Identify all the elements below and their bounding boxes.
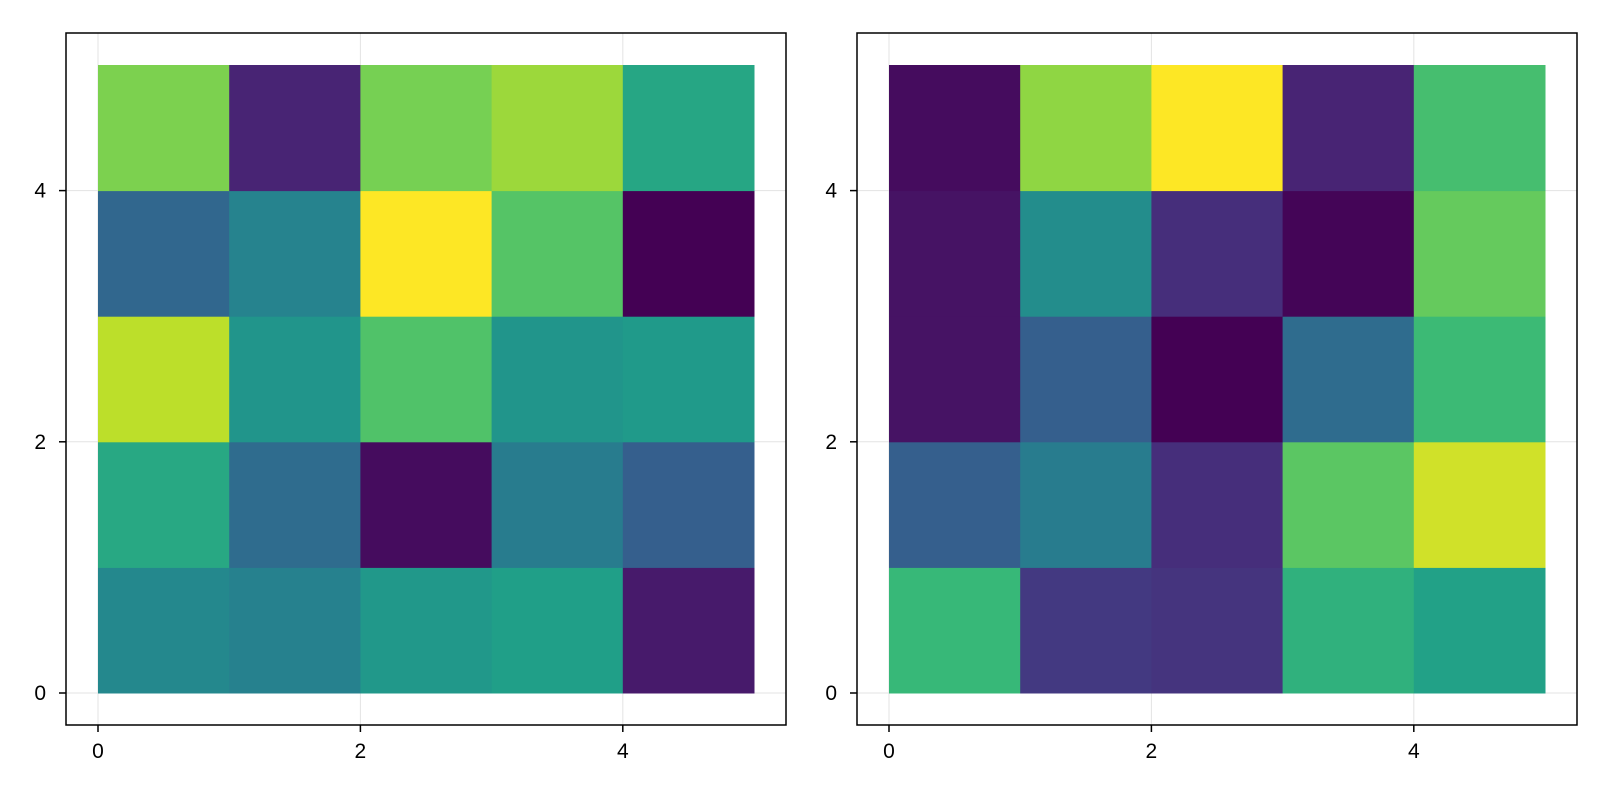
heatmap-cell [360, 316, 493, 443]
heatmap-cell [889, 567, 1021, 694]
heatmap-cell [1151, 316, 1284, 443]
heatmap-cell [1413, 441, 1546, 568]
heatmap-cell [1151, 65, 1284, 192]
heatmap-cell [98, 316, 230, 443]
heatmap-cell [1151, 190, 1284, 317]
heatmap-cell [491, 190, 624, 317]
heatmap-cell [229, 567, 361, 694]
heatmap-cell [491, 65, 624, 192]
y-tick-label: 2 [825, 431, 837, 454]
heatmap-cell [1020, 441, 1152, 568]
heatmap-cell [229, 441, 361, 568]
heatmap-cell [229, 65, 361, 192]
heatmap-cell [229, 190, 361, 317]
axes-frame [65, 32, 787, 726]
heatmap-cell [889, 441, 1021, 568]
heatmap-cell [98, 441, 230, 568]
heatmap-cell [229, 316, 361, 443]
heatmap-cell [1282, 190, 1415, 317]
heatmap-cell [98, 65, 230, 192]
heatmap-cell [1413, 567, 1546, 694]
heatmap-cell [360, 190, 493, 317]
y-tick-label: 2 [34, 431, 46, 454]
x-tick-label: 4 [617, 740, 629, 763]
heatmap-cell [889, 190, 1021, 317]
heatmap-cell [622, 567, 755, 694]
heatmap-cell [622, 190, 755, 317]
heatmap-cell [1151, 441, 1284, 568]
y-tick-label: 0 [34, 682, 46, 705]
heatmap-cell [622, 65, 755, 192]
x-tick-label: 2 [1146, 740, 1158, 763]
x-tick-label: 0 [92, 740, 104, 763]
heatmap-cell [1282, 441, 1415, 568]
heatmap-cell [1020, 316, 1152, 443]
heatmap-cell [622, 441, 755, 568]
heatmap-cell [491, 316, 624, 443]
y-tick-label: 4 [34, 180, 46, 203]
heatmap-cell [491, 441, 624, 568]
heatmap-cell [98, 567, 230, 694]
heatmap-cell [1413, 65, 1546, 192]
x-tick-label: 0 [883, 740, 895, 763]
heatmap-cell [1282, 567, 1415, 694]
x-tick-label: 4 [1408, 740, 1420, 763]
y-tick-label: 4 [825, 180, 837, 203]
heatmap-cell [1282, 316, 1415, 443]
heatmap-cell [889, 316, 1021, 443]
heatmap-cell [360, 65, 493, 192]
heatmap-cell [1020, 65, 1152, 192]
heatmap-cell [1413, 316, 1546, 443]
heatmap-cell [360, 441, 493, 568]
heatmap-cell [1413, 190, 1546, 317]
heatmap-cell [622, 316, 755, 443]
heatmap-cell [889, 65, 1021, 192]
heatmap-cell [1151, 567, 1284, 694]
heatmap-panel-2: 0 2 4 0 2 4 [825, 32, 1578, 763]
heatmap-cell [360, 567, 493, 694]
heatmap-cell [1020, 190, 1152, 317]
x-tick-label: 2 [355, 740, 367, 763]
axes-frame [856, 32, 1578, 726]
heatmap-panel-1: 0 2 4 0 2 4 [34, 32, 787, 763]
heatmap-cell [98, 190, 230, 317]
heatmap-cell [1282, 65, 1415, 192]
heatmap-cell [1020, 567, 1152, 694]
y-tick-label: 0 [825, 682, 837, 705]
heatmap-cell [491, 567, 624, 694]
